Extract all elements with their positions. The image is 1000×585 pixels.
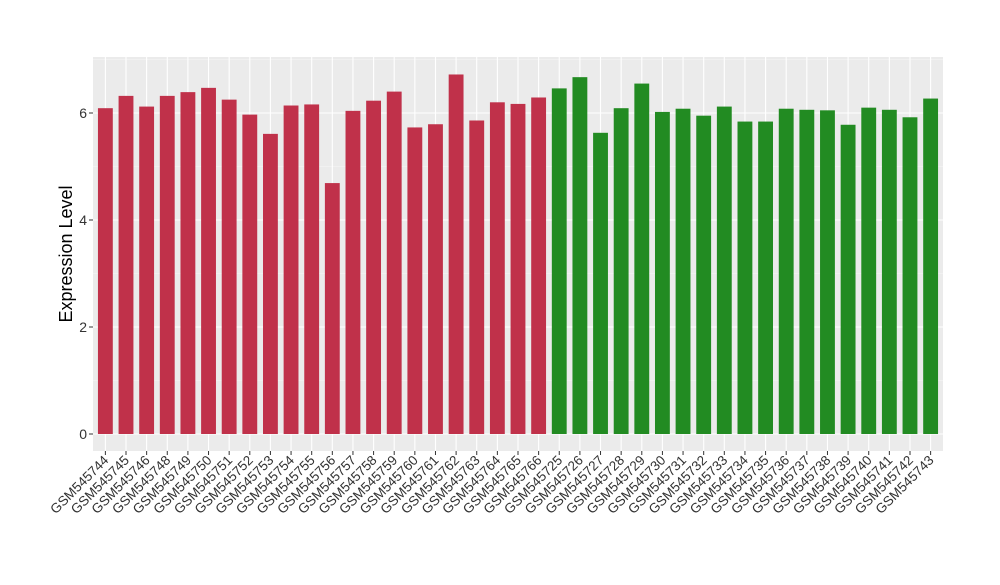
y-axis-label: Expression Level (56, 185, 76, 322)
bar-GSM545756 (324, 183, 340, 434)
bar-GSM545739 (840, 124, 856, 435)
bar-GSM545751 (221, 99, 237, 435)
bar-GSM545730 (654, 111, 670, 435)
bar-GSM545765 (510, 103, 526, 434)
y-tick-label: 4 (79, 212, 87, 228)
bar-GSM545752 (242, 114, 258, 435)
bar-GSM545728 (613, 108, 629, 434)
bar-GSM545754 (283, 105, 299, 434)
bar-GSM545748 (159, 95, 175, 434)
bar-GSM545766 (531, 97, 547, 435)
bar-GSM545753 (263, 133, 278, 434)
y-tick-label: 6 (79, 105, 87, 121)
bar-GSM545745 (118, 95, 134, 434)
x-axis: GSM545744GSM545745GSM545746GSM545748GSM5… (47, 451, 937, 517)
bar-GSM545761 (428, 124, 443, 435)
bar-GSM545738 (820, 110, 835, 434)
bar-GSM545740 (861, 107, 877, 435)
bar-GSM545732 (696, 115, 712, 435)
bar-GSM545755 (304, 104, 320, 434)
bar-GSM545758 (366, 100, 382, 434)
bar-GSM545731 (675, 108, 691, 434)
bar-GSM545744 (97, 108, 113, 434)
bar-GSM545742 (902, 117, 918, 434)
bar-GSM545750 (201, 87, 216, 435)
bar-GSM545736 (778, 108, 794, 434)
bar-GSM545763 (469, 120, 485, 435)
bar-GSM545726 (572, 77, 588, 434)
bar-GSM545729 (634, 83, 650, 434)
bar-GSM545743 (923, 98, 939, 434)
bar-GSM545733 (716, 106, 732, 434)
bar-GSM545757 (345, 110, 361, 435)
bar-GSM545727 (593, 132, 608, 435)
bars (97, 74, 939, 435)
bar-GSM545762 (448, 74, 464, 434)
y-tick-label: 2 (79, 319, 87, 335)
bar-GSM545737 (799, 109, 815, 434)
bar-GSM545759 (386, 91, 402, 434)
bar-GSM545725 (551, 88, 567, 434)
bar-GSM545749 (180, 92, 196, 434)
bar-GSM545741 (881, 109, 897, 434)
bar-GSM545760 (407, 127, 423, 434)
bar-GSM545734 (737, 121, 753, 434)
bar-GSM545735 (758, 121, 773, 434)
bar-GSM545764 (489, 102, 505, 435)
y-axis: 0 2 4 6 (79, 105, 93, 442)
bar-GSM545746 (139, 106, 155, 434)
y-tick-label: 0 (79, 426, 87, 442)
